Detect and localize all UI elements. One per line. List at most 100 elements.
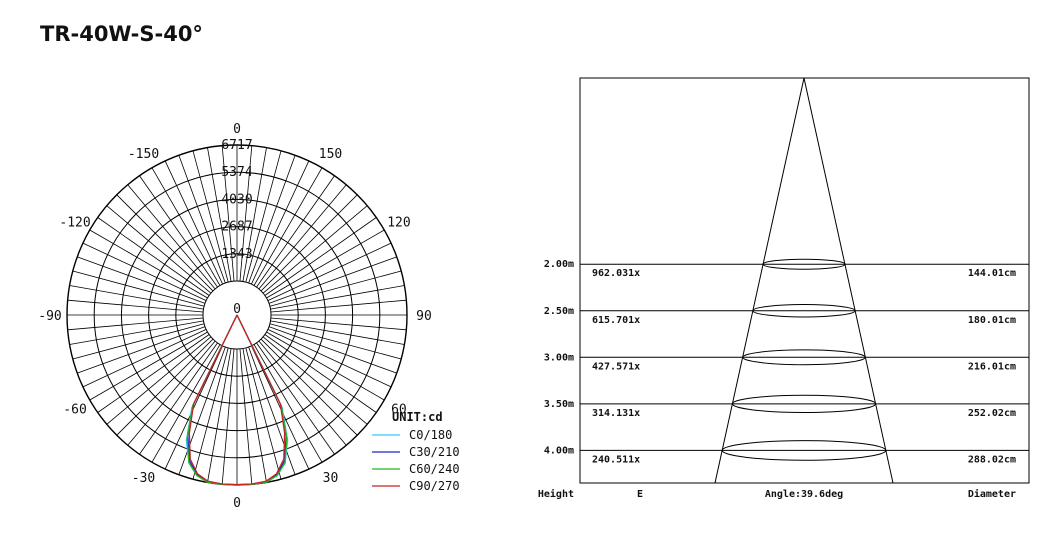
polar-spoke [69,320,204,345]
polar-spoke [97,217,210,296]
angle-label: -150 [128,147,159,162]
angle-label: 90 [416,309,432,324]
polar-spoke [266,331,385,401]
polar-ring [148,226,326,404]
polar-spoke [192,347,229,480]
polar-spoke [245,347,282,480]
polar-spoke [72,323,205,360]
angle-label: -60 [63,403,86,418]
series-curve-C90-270 [188,314,286,486]
polar-spoke [116,338,214,436]
polar-spoke [270,285,405,310]
polar-spoke [207,348,232,483]
polar-spoke [262,336,368,425]
polar-spoke [239,348,253,485]
cone-frame [579,77,1030,484]
polar-spoke [164,345,223,470]
angle-label: 150 [319,147,342,162]
height-label: 2.00m [544,259,574,270]
angle-label: 30 [323,471,339,486]
polar-spoke [82,329,207,388]
height-label: 3.00m [544,352,574,363]
diameter-label: 288.02cm [968,454,1016,465]
polar-spoke [269,270,402,307]
polar-spoke [260,194,358,292]
legend-label: C60/240 [409,462,460,476]
legend-label: C30/210 [409,445,460,459]
polar-spoke [256,175,335,288]
polar-ring [175,253,299,377]
polar-spoke [251,160,310,285]
polar-spoke [258,184,347,290]
angle-label: 0 [233,122,241,137]
beam-cone-chart: 2.00m 962.031x 144.01cm 2.50m 615.701x 180.01… [538,77,1030,500]
chart-title: TR-40W-S-40° [40,22,203,46]
polar-spoke [207,147,232,282]
polar-ring [120,198,354,432]
polar-spoke [264,217,377,296]
polar-spoke [192,150,229,283]
diameter-label: 180.01cm [968,315,1016,326]
polar-spoke [89,331,208,401]
polar-spoke [151,344,221,463]
polar-inner-circle [202,280,272,350]
polar-spoke [178,155,226,284]
angle-label: -30 [132,471,155,486]
polar-spoke [239,145,253,282]
angle-label: -90 [38,309,61,324]
illuminance-label: 427.571x [592,361,640,372]
polar-spoke [248,155,296,284]
polar-spoke [221,348,235,485]
polar-spoke [245,150,282,283]
polar-spoke [97,334,210,413]
polar-spoke [268,256,397,304]
polar-spoke [256,342,335,455]
polar-spoke [67,299,204,313]
illuminance-label: 240.511x [592,454,640,465]
beam-ellipse [752,304,856,318]
polar-spoke [267,329,392,388]
polar-spoke [127,184,216,290]
polar-spoke [270,317,407,331]
angle-label: -120 [59,216,90,231]
polar-spoke [258,340,347,446]
angle-label: 60 [391,403,407,418]
illuminance-label: 615.701x [592,315,640,326]
radial-tick-label: 5374 [221,165,252,180]
radial-tick-label: 6717 [221,138,252,153]
illuminance-label: 314.131x [592,408,640,419]
beam-ellipse [721,440,887,461]
height-label: 2.50m [544,306,574,317]
polar-spoke [266,229,385,299]
polar-spoke [221,145,235,282]
header-diameter: Diameter [968,488,1016,500]
cone-right-edge [803,77,894,484]
header-height: Height [538,488,574,500]
beam-ellipse [742,349,866,366]
polar-spoke [269,323,402,360]
unit-label: UNIT:cd [392,410,443,424]
beam-angle-label: Angle:39.6deg [765,489,843,500]
polar-spoke [264,334,377,413]
polar-spoke [72,270,205,307]
radial-tick-label: 2687 [221,220,252,235]
polar-spoke [248,346,296,475]
polar-spoke [82,242,207,301]
polar-spoke [178,346,226,475]
polar-center-label: 0 [233,302,241,317]
legend-label: C0/180 [409,428,452,442]
polar-spoke [268,326,397,374]
legend-label: C90/270 [409,479,460,493]
polar-spoke [253,344,323,463]
polar-spoke [253,167,323,286]
radial-tick-label: 4030 [221,192,252,207]
angle-label: 0 [233,496,241,511]
cone-left-edge [714,77,805,484]
diameter-label: 216.01cm [968,361,1016,372]
beam-ellipse [731,394,877,413]
polar-spoke [242,348,267,483]
polar-spoke [270,299,407,313]
radial-tick-label: 1343 [221,247,252,262]
polar-spoke [116,194,214,292]
